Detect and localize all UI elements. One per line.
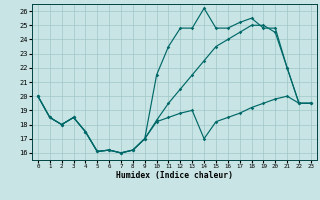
X-axis label: Humidex (Indice chaleur): Humidex (Indice chaleur) [116,171,233,180]
